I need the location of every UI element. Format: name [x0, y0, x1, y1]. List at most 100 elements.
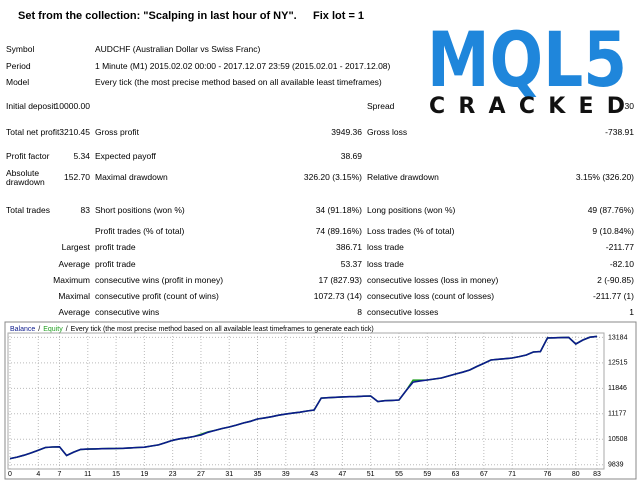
x-tick-label: 23: [169, 471, 177, 478]
stat-label: Loss trades (% of total): [367, 226, 455, 237]
report-title: Set from the collection: "Scalping in la…: [18, 10, 297, 22]
x-tick-label: 7: [58, 471, 62, 478]
stat-value: 83: [80, 205, 90, 216]
x-tick-label: 80: [572, 471, 580, 478]
x-tick-label: 43: [310, 471, 318, 478]
x-tick-label: 11: [84, 471, 91, 478]
stat-value: 3.15% (326.20): [575, 172, 634, 183]
stat-label: Long positions (won %): [367, 205, 456, 216]
info-label: Model: [6, 77, 30, 88]
info-value: AUDCHF (Australian Dollar vs Swiss Franc…: [95, 44, 261, 55]
x-tick-label: 15: [112, 471, 120, 478]
x-tick-label: 67: [480, 471, 488, 478]
stat-label: Gross profit: [95, 127, 139, 138]
stat-value: 8: [357, 307, 362, 318]
logo: MQL5 CRACKED: [427, 22, 627, 119]
stat-value: 2 (-90.85): [597, 275, 634, 286]
x-tick-label: 35: [254, 471, 262, 478]
y-tick-label: 11846: [608, 385, 627, 392]
stat-label: Profit trades (% of total): [95, 226, 185, 237]
legend-entry: Equity: [43, 326, 63, 333]
stat-value: Maximal: [58, 291, 90, 302]
stat-label: consecutive losses (loss in money): [367, 275, 499, 286]
y-tick-label: 11177: [608, 411, 627, 418]
stat-label: Initial deposit: [6, 101, 56, 112]
x-tick-label: 55: [395, 471, 403, 478]
x-tick-label: 47: [338, 471, 346, 478]
info-value: 1 Minute (M1) 2015.02.02 00:00 - 2017.12…: [95, 61, 391, 72]
x-tick-label: 76: [544, 471, 552, 478]
stat-value: 1072.73 (14): [313, 291, 362, 302]
legend-entry: Balance: [10, 326, 35, 333]
stat-value: Average: [58, 259, 90, 270]
info-label: Period: [6, 61, 31, 72]
stat-value: 3949.36: [331, 127, 362, 138]
stat-value: 1: [629, 307, 634, 318]
stat-label: Total trades: [6, 205, 50, 216]
plot-frame: [7, 332, 605, 470]
legend-separator: /: [66, 326, 68, 333]
stat-label: Profit factor: [6, 151, 50, 162]
stat-value: Maximum: [53, 275, 90, 286]
stat-label: consecutive profit (count of wins): [95, 291, 219, 302]
stat-value: 5.34: [73, 151, 90, 162]
info-label: Symbol: [6, 44, 35, 55]
stat-label: profit trade: [95, 242, 136, 253]
stat-value: 34 (91.18%): [315, 205, 362, 216]
stat-label: Relative drawdown: [367, 172, 439, 183]
x-tick-label: 63: [452, 471, 460, 478]
stat-value: Largest: [61, 242, 90, 253]
stat-value: Average: [58, 307, 90, 318]
stat-label: Total net profit: [6, 127, 60, 138]
stat-label: consecutive loss (count of losses): [367, 291, 495, 302]
y-tick-label: 12515: [608, 360, 628, 367]
stat-value: 38.69: [340, 151, 362, 162]
lot-note: Fix lot = 1: [313, 10, 365, 22]
stat-value: -211.77 (1): [593, 291, 634, 302]
x-tick-label: 31: [225, 471, 233, 478]
logo-title: MQL5: [427, 22, 627, 104]
stat-value: -82.10: [609, 259, 634, 270]
info-value: Every tick (the most precise method base…: [95, 77, 382, 88]
y-tick-label: 10508: [608, 436, 628, 443]
x-tick-label: 51: [367, 471, 375, 478]
stat-label: Spread: [367, 101, 395, 112]
stat-value: -211.77: [605, 242, 634, 253]
stat-value: 53.37: [340, 259, 362, 270]
logo-caption: CRACKED: [429, 94, 625, 119]
x-tick-label: 4: [36, 471, 40, 478]
stat-value: 3210.45: [59, 127, 90, 138]
stat-label: profit trade: [95, 259, 136, 270]
stat-label: consecutive wins (profit in money): [95, 275, 224, 286]
stat-value: -738.91: [605, 127, 634, 138]
legend: Balance / Equity / Every tick (the most prec…: [10, 326, 374, 333]
chart-subtitle: Every tick (the most precise method base…: [71, 326, 374, 333]
stat-value: 17 (827.93): [318, 275, 362, 286]
stat-value: 9 (10.84%): [592, 226, 634, 237]
stat-label: Gross loss: [367, 127, 408, 138]
stat-label: Short positions (won %): [95, 205, 185, 216]
stat-value: 10000.00: [54, 101, 90, 112]
stat-label: Absolute drawdown: [6, 167, 45, 187]
series-line: [9, 335, 598, 460]
stat-value: 326.20 (3.15%): [303, 172, 362, 183]
x-tick-label: 19: [140, 471, 148, 478]
x-tick-label: 71: [508, 471, 516, 478]
y-tick-label: 9839: [608, 462, 624, 469]
stat-label: loss trade: [367, 259, 404, 270]
x-tick-label: 27: [197, 471, 205, 478]
stat-value: 74 (89.16%): [315, 226, 362, 237]
x-tick-label: 59: [423, 471, 431, 478]
stat-value: 152.70: [64, 172, 90, 183]
stat-label: Expected payoff: [95, 151, 156, 162]
legend-separator: /: [38, 326, 40, 333]
x-tick-label: 39: [282, 471, 290, 478]
stat-value: 30: [624, 101, 634, 112]
stat-label: Maximal drawdown: [95, 172, 168, 183]
stat-label: loss trade: [367, 242, 404, 253]
x-tick-label: 0: [8, 471, 12, 478]
stat-value: 386.71: [336, 242, 362, 253]
stat-value: 49 (87.76%): [587, 205, 634, 216]
